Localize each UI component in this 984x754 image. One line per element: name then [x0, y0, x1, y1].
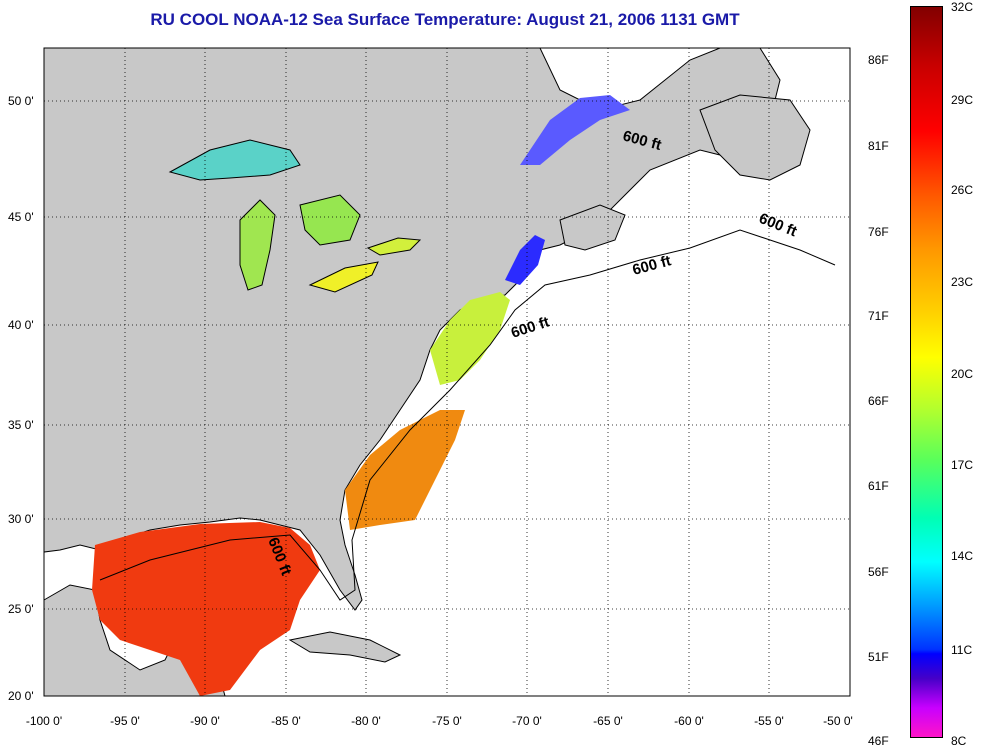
- lake-michigan: [239, 199, 276, 291]
- sst-st-lawrence: [520, 95, 630, 165]
- lon-tick-label: -85 0': [271, 714, 301, 728]
- map-title: RU COOL NOAA-12 Sea Surface Temperature:…: [150, 10, 740, 29]
- land-cuba: [288, 631, 402, 663]
- colorbar-c-label: 11C: [951, 643, 973, 657]
- colorbar-c-label: 26C: [951, 183, 974, 197]
- sst-gulf-of-mexico: [92, 522, 320, 696]
- lake-superior: [168, 139, 301, 181]
- colorbar-f-label: 76F: [868, 225, 889, 239]
- sst-atlantic-southeast: [345, 410, 465, 530]
- isobath-600ft: [99, 229, 836, 601]
- lon-tick-label: -65 0': [593, 714, 623, 728]
- lon-tick-label: -100 0': [26, 714, 62, 728]
- lon-tick-label: -60 0': [674, 714, 704, 728]
- lat-tick-label: 35 0': [8, 418, 34, 432]
- colorbar-c-label: 8C: [951, 734, 967, 748]
- lon-tick-label: -90 0': [190, 714, 220, 728]
- lat-tick-label: 50 0': [8, 94, 34, 108]
- lat-tick-label: 40 0': [8, 318, 34, 332]
- lon-tick-label: -95 0': [110, 714, 140, 728]
- land-newfoundland: [699, 94, 811, 181]
- lake-erie: [308, 261, 379, 293]
- colorbar-f-label: 61F: [868, 479, 889, 493]
- land-north-america: [43, 47, 781, 611]
- lat-tick-label: 45 0': [8, 210, 34, 224]
- temperature-colorbar: [910, 6, 943, 738]
- colorbar-c-label: 14C: [951, 549, 974, 563]
- grid-lines: [44, 48, 850, 696]
- lake-huron: [299, 194, 361, 246]
- land-nova-scotia: [559, 204, 626, 251]
- lon-tick-label: -55 0': [754, 714, 784, 728]
- colorbar-f-label: 66F: [868, 394, 889, 408]
- sst-mid-atlantic: [430, 292, 510, 385]
- sst-gulf-of-maine: [505, 235, 545, 285]
- colorbar-f-label: 86F: [868, 53, 889, 67]
- colorbar-c-label: 17C: [951, 458, 974, 472]
- colorbar-c-label: 32C: [951, 0, 974, 14]
- colorbar-c-label: 29C: [951, 93, 974, 107]
- colorbar-f-label: 46F: [868, 734, 889, 748]
- lon-tick-label: -50 0': [823, 714, 853, 728]
- lake-ontario: [366, 237, 422, 256]
- colorbar-c-label: 23C: [951, 275, 974, 289]
- colorbar-c-label: 20C: [951, 367, 974, 381]
- colorbar-f-label: 71F: [868, 309, 889, 323]
- map-frame: [43, 47, 851, 697]
- lon-tick-label: -80 0': [351, 714, 381, 728]
- lat-tick-label: 20 0': [8, 689, 34, 703]
- colorbar-f-label: 51F: [868, 650, 889, 664]
- lat-tick-label: 30 0': [8, 512, 34, 526]
- colorbar-f-label: 81F: [868, 139, 889, 153]
- lat-tick-label: 25 0': [8, 602, 34, 616]
- colorbar-f-label: 56F: [868, 565, 889, 579]
- lon-tick-label: -75 0': [432, 714, 462, 728]
- lon-tick-label: -70 0': [512, 714, 542, 728]
